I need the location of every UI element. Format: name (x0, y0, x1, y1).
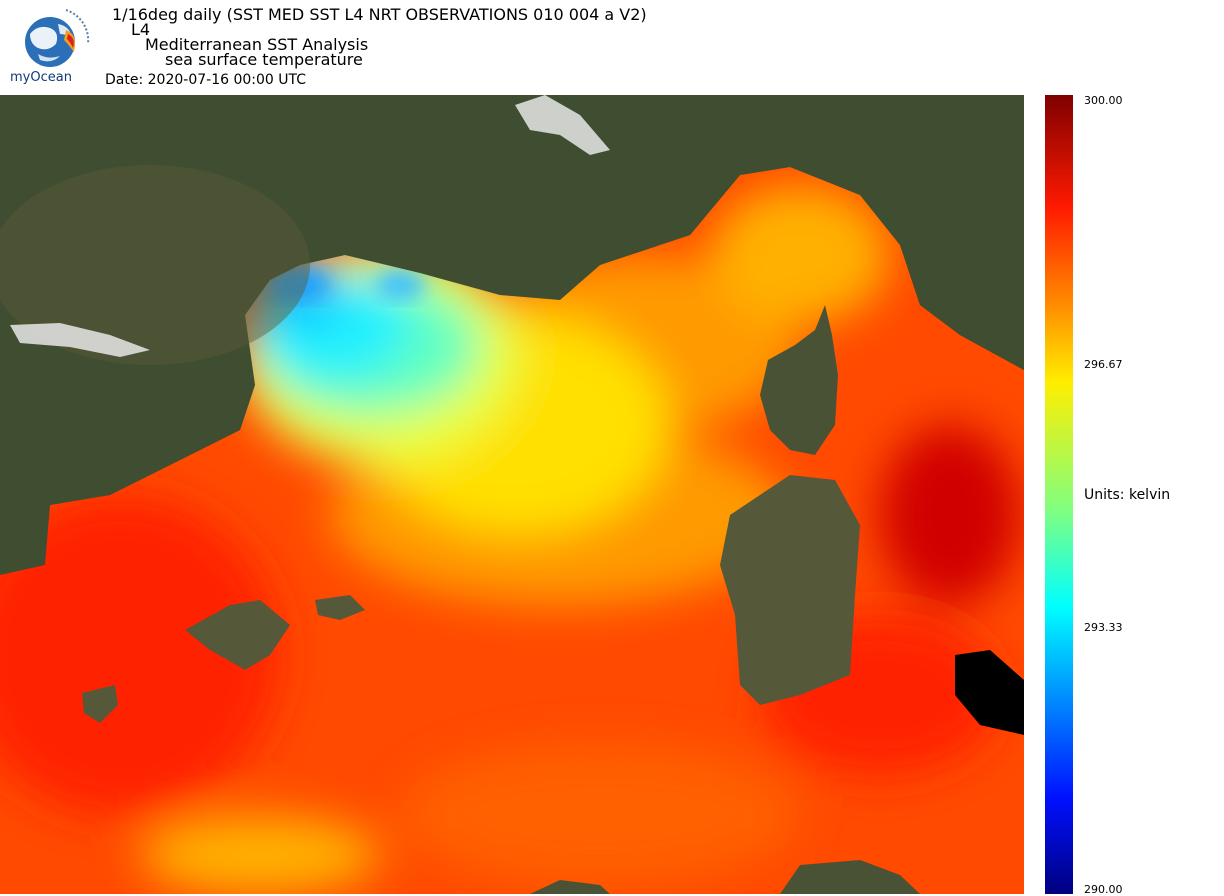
colorbar-units: Units: kelvin (1084, 487, 1171, 503)
north-africa-coast (780, 860, 920, 894)
sst-map[interactable] (0, 95, 1024, 894)
sst-color-field (0, 185, 1020, 894)
menorca-island (315, 595, 365, 620)
date-label: Date: (105, 72, 144, 88)
northern-coast-land (0, 95, 1024, 575)
no-data-area (955, 650, 1024, 735)
corsica-island (760, 305, 838, 455)
date-line: Date: 2020-07-16 00:00 UTC (105, 72, 306, 88)
product-level: L4 (131, 20, 151, 39)
myocean-logo (8, 4, 98, 90)
colorbar-tick: 296.67 (1084, 358, 1123, 371)
colorbar-tick-max: 300.00 (1084, 94, 1123, 107)
colorbar-tick-min: 290.00 (1084, 883, 1123, 896)
colorbar (1045, 95, 1073, 894)
mallorca-island (185, 600, 290, 670)
sardinia-island (720, 475, 860, 705)
myocean-globe-icon (25, 9, 90, 67)
variable-name: sea surface temperature (165, 50, 363, 69)
map-header: myOcean 1/16deg daily (SST MED SST L4 NR… (0, 0, 1224, 95)
colorbar-tick: 293.33 (1084, 621, 1123, 634)
product-title: 1/16deg daily (SST MED SST L4 NRT OBSERV… (112, 5, 647, 24)
sst-map-graphic (0, 95, 1024, 894)
analysis-name: Mediterranean SST Analysis (145, 35, 369, 54)
ibiza-island (82, 685, 118, 723)
date-value: 2020-07-16 00:00 UTC (147, 72, 307, 88)
logo-text: myOcean (10, 70, 72, 85)
